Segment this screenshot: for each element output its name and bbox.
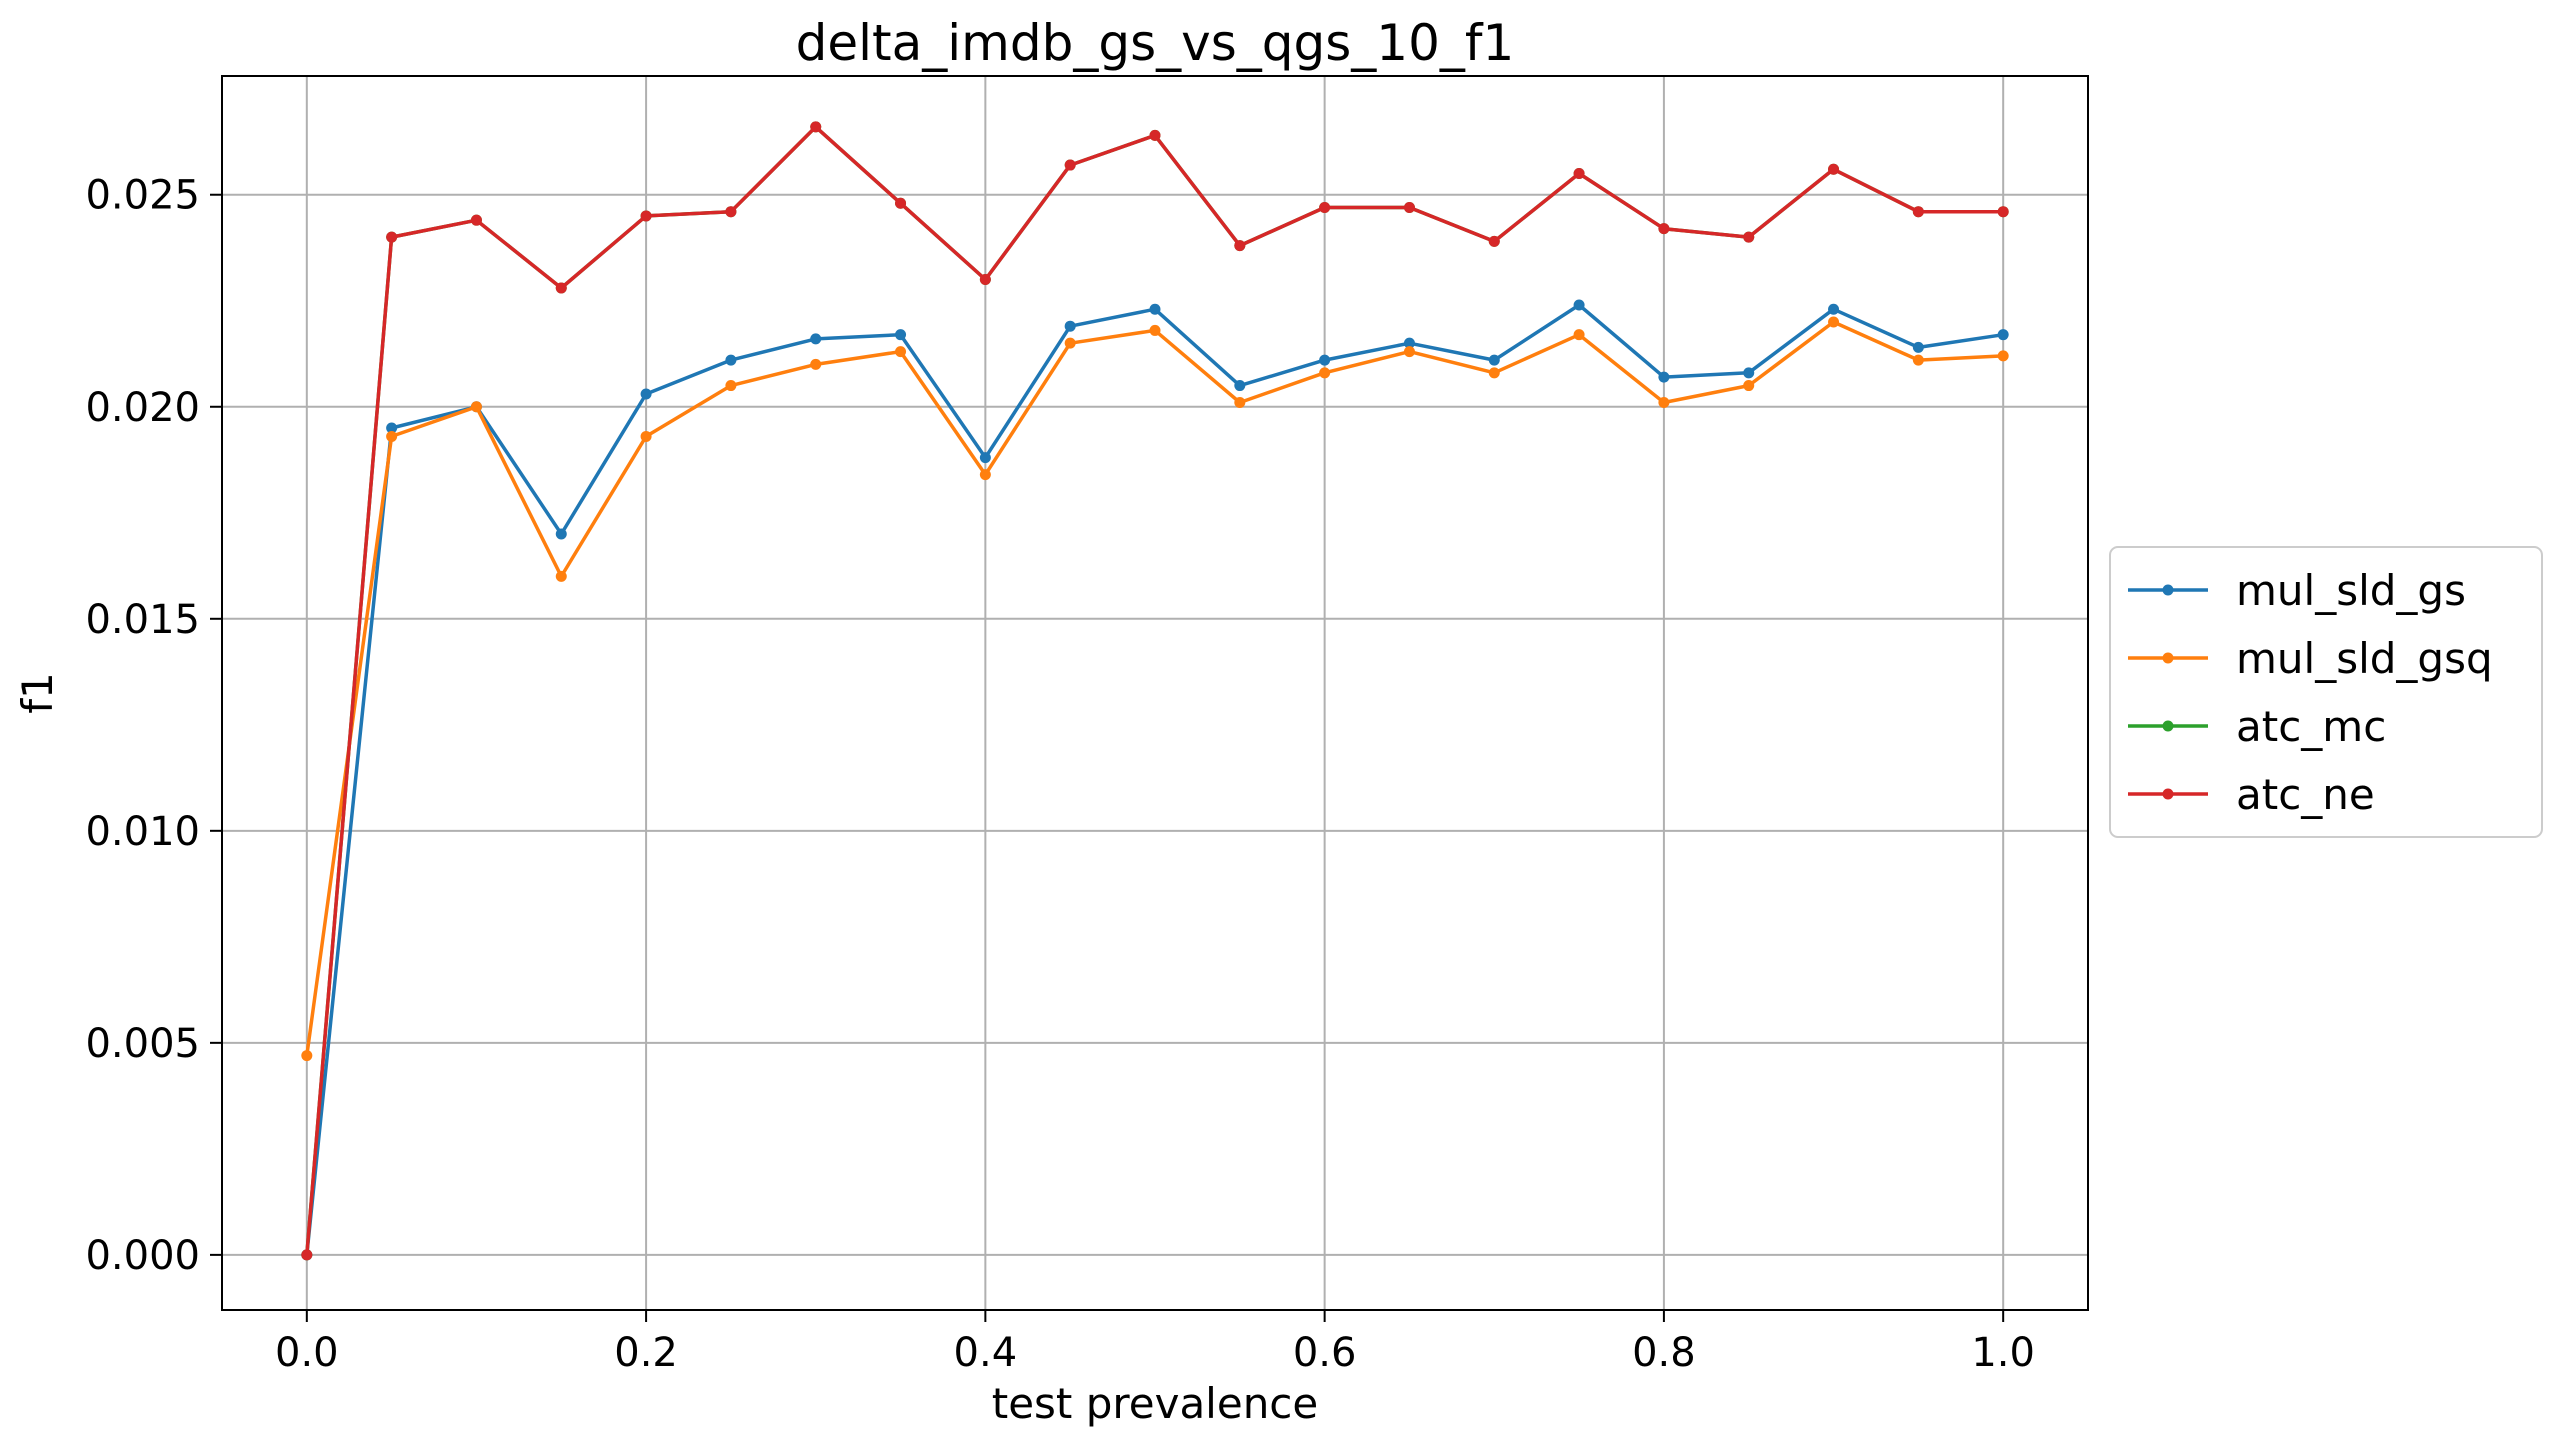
data-point <box>470 401 482 413</box>
data-point <box>979 469 991 481</box>
data-point <box>1573 168 1585 180</box>
data-point <box>1064 159 1076 171</box>
legend-marker <box>2162 584 2174 596</box>
data-point <box>810 121 822 133</box>
data-point <box>1658 371 1670 383</box>
series-lines <box>301 121 2009 1261</box>
data-point <box>1064 320 1076 332</box>
data-point <box>1488 235 1500 247</box>
legend-label: mul_sld_gs <box>2236 566 2466 615</box>
legend-item: mul_sld_gs <box>2128 566 2466 615</box>
legend-marker <box>2162 652 2174 664</box>
x-axis-label: test prevalence <box>992 1379 1319 1428</box>
data-point <box>1743 380 1755 392</box>
data-point <box>1743 367 1755 379</box>
legend-label: mul_sld_gsq <box>2236 634 2493 683</box>
data-point <box>895 329 907 341</box>
data-point <box>1997 329 2009 341</box>
data-point <box>555 282 567 294</box>
data-point <box>640 388 652 400</box>
x-tick-label: 0.4 <box>954 1330 1018 1376</box>
data-point <box>1149 129 1161 141</box>
legend-item: atc_mc <box>2128 702 2386 751</box>
data-point <box>1658 397 1670 409</box>
data-point <box>1319 354 1331 366</box>
data-point <box>555 570 567 582</box>
data-point <box>1319 201 1331 213</box>
legend-marker <box>2162 788 2174 800</box>
y-tick-label: 0.015 <box>85 597 200 643</box>
data-point <box>1828 163 1840 175</box>
data-point <box>895 197 907 209</box>
plot-frame <box>221 75 2089 1311</box>
legend-label: atc_ne <box>2236 770 2375 819</box>
data-point <box>1319 367 1331 379</box>
data-point <box>979 274 991 286</box>
data-point <box>640 210 652 222</box>
data-point <box>1488 354 1500 366</box>
data-point <box>1573 329 1585 341</box>
x-tick-label: 1.0 <box>1971 1330 2035 1376</box>
data-point <box>1234 240 1246 252</box>
data-point <box>1912 354 1924 366</box>
data-point <box>725 206 737 218</box>
series-atc-ne <box>301 121 2009 1261</box>
data-point <box>1488 367 1500 379</box>
data-point <box>810 358 822 370</box>
data-point <box>810 333 822 345</box>
data-point <box>1658 223 1670 235</box>
data-point <box>1997 206 2009 218</box>
data-point <box>1403 346 1415 358</box>
x-tick-label: 0.8 <box>1632 1330 1696 1376</box>
legend-marker <box>2162 720 2174 732</box>
data-point <box>1573 299 1585 311</box>
data-point <box>470 214 482 226</box>
data-point <box>1149 324 1161 336</box>
data-point <box>301 1249 313 1261</box>
legend-label: atc_mc <box>2236 702 2386 751</box>
legend-box <box>2109 546 2543 838</box>
y-tick-label: 0.020 <box>85 385 200 431</box>
data-point <box>725 354 737 366</box>
data-point <box>640 430 652 442</box>
data-point <box>386 231 398 243</box>
series-mul-sld-gs <box>301 299 2009 1261</box>
data-point <box>386 422 398 434</box>
chart-title: delta_imdb_gs_vs_qgs_10_f1 <box>796 14 1515 72</box>
data-point <box>555 528 567 540</box>
data-point <box>725 380 737 392</box>
data-point <box>1064 337 1076 349</box>
data-point <box>386 430 398 442</box>
data-point <box>1828 316 1840 328</box>
data-point <box>1912 206 1924 218</box>
data-point <box>1912 341 1924 353</box>
y-axis-label: f1 <box>13 672 62 714</box>
x-tick-label: 0.0 <box>275 1330 339 1376</box>
data-point <box>1149 303 1161 315</box>
data-point <box>895 346 907 358</box>
data-point <box>1234 397 1246 409</box>
data-point <box>1403 201 1415 213</box>
y-tick-label: 0.025 <box>85 173 200 219</box>
data-point <box>1743 231 1755 243</box>
data-point <box>979 452 991 464</box>
data-point <box>1828 303 1840 315</box>
y-tick-label: 0.010 <box>85 809 200 855</box>
series-mul-sld-gsq <box>301 316 2009 1062</box>
y-tick-label: 0.005 <box>85 1021 200 1067</box>
axis-ticks: 0.0 0.2 0.4 0.6 0.8 1.0 0.000 0.005 0.010 0.015 0.… <box>85 173 2035 1376</box>
y-tick-label: 0.000 <box>85 1233 200 1279</box>
legend-item: atc_ne <box>2128 770 2375 819</box>
x-tick-label: 0.6 <box>1293 1330 1357 1376</box>
x-tick-label: 0.2 <box>614 1330 678 1376</box>
data-point <box>1234 380 1246 392</box>
legend: mul_sld_gs mul_sld_gsq atc_mc atc_ne <box>2109 546 2543 838</box>
data-point <box>1997 350 2009 362</box>
data-point <box>301 1050 313 1062</box>
data-point <box>1403 337 1415 349</box>
legend-item: mul_sld_gsq <box>2128 634 2493 683</box>
